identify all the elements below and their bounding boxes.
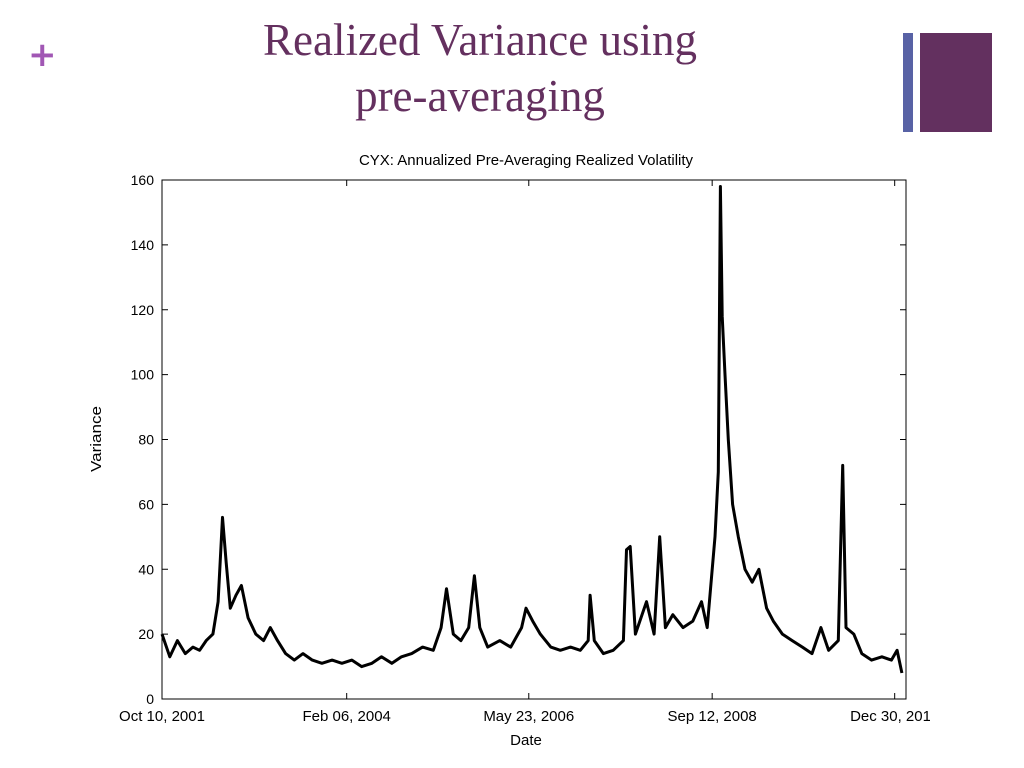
x-axis-label: Date — [510, 732, 542, 749]
y-tick-label: 0 — [146, 691, 154, 707]
y-tick-label: 40 — [138, 561, 154, 577]
y-axis-label: Variance — [88, 406, 105, 472]
x-tick-label: May 23, 2006 — [483, 708, 574, 725]
line-chart: CYX: Annualized Pre-Averaging Realized V… — [88, 152, 930, 749]
axis-ticks: 0 20 40 60 80 100 120 140 160 Oct 10, 2001 Feb 06,… — [119, 172, 930, 725]
x-tick-label: Oct 10, 2001 — [119, 708, 205, 725]
x-tick-label: Feb 06, 2004 — [302, 708, 390, 725]
series-group — [160, 185, 904, 674]
variance-series-line — [160, 185, 904, 674]
chart-title: CYX: Annualized Pre-Averaging Realized V… — [359, 152, 694, 169]
accent-bar-thin — [903, 33, 913, 132]
y-tick-label: 60 — [138, 496, 154, 512]
y-tick-label: 120 — [131, 302, 155, 318]
bullet-plus: + — [28, 35, 57, 75]
y-tick-label: 160 — [131, 172, 155, 188]
slide-title-line-1: Realized Variance using — [262, 15, 697, 65]
y-tick-label: 20 — [138, 626, 154, 642]
slide-title-line-2: pre-averaging — [355, 71, 605, 121]
y-tick-label: 140 — [131, 237, 155, 253]
y-tick-label: 100 — [131, 367, 155, 383]
x-tick-label: Sep 12, 2008 — [668, 708, 757, 725]
accent-bar-thick — [920, 33, 992, 132]
slide-title: Realized Variance using pre-averaging — [150, 12, 810, 124]
y-tick-label: 80 — [138, 432, 154, 448]
x-tick-label: Dec 30, 2010 — [850, 708, 930, 725]
